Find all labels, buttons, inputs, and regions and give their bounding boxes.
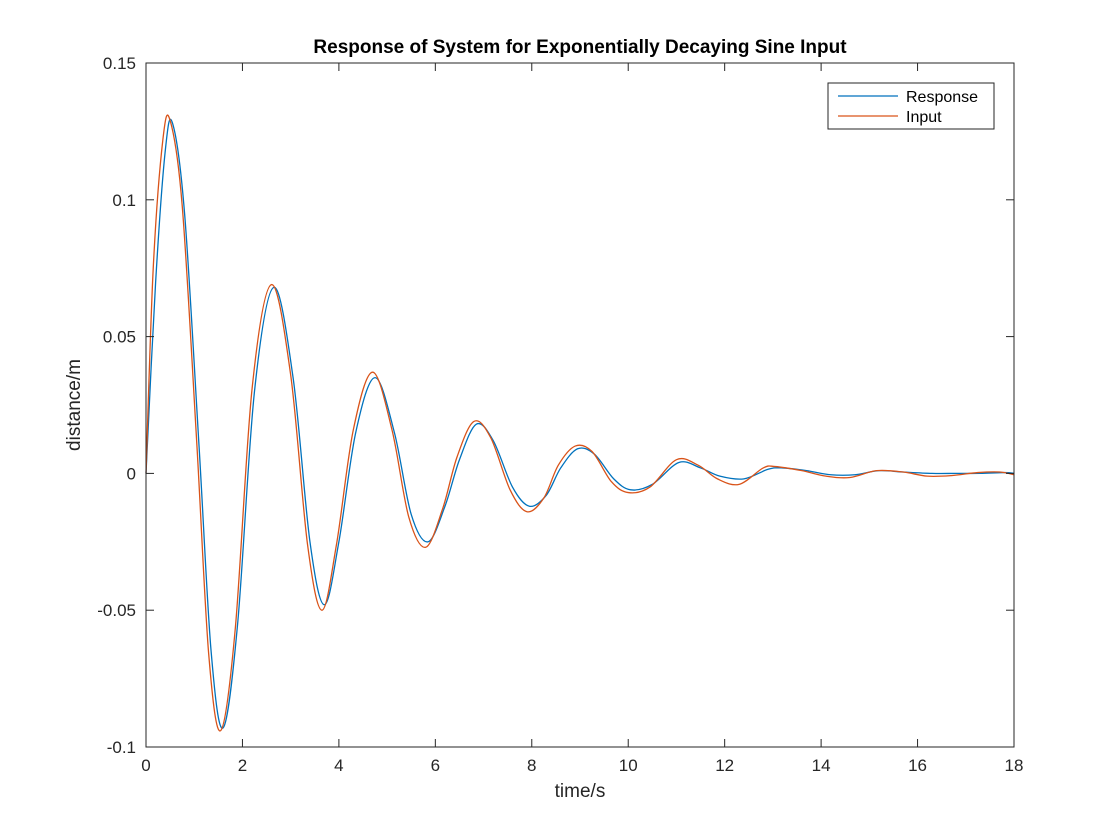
y-tick-label: -0.1: [107, 738, 136, 757]
chart-title: Response of System for Exponentially Dec…: [313, 37, 847, 58]
legend-label-response: Response: [906, 89, 978, 106]
legend: Response Input: [827, 82, 995, 130]
x-axis-label: time/s: [555, 781, 606, 802]
series-layer: [145, 114, 1015, 732]
x-tick-label: 12: [715, 756, 734, 775]
x-tick-label: 4: [334, 756, 343, 775]
x-tick-label: 10: [619, 756, 638, 775]
legend-box: [827, 82, 995, 130]
x-tick-label: 16: [908, 756, 927, 775]
y-axis: -0.1 -0.05 0 0.05 0.1 0.15: [97, 54, 1014, 757]
y-tick-label: 0: [127, 464, 136, 483]
legend-label-input: Input: [906, 109, 942, 126]
x-tick-label: 14: [812, 756, 831, 775]
y-tick-label: 0.15: [103, 54, 136, 73]
x-axis: 0 2 4 6 8 10 12 14 16 18: [141, 63, 1023, 775]
x-tick-label: 6: [431, 756, 440, 775]
series-line-input: [145, 114, 1015, 732]
x-tick-label: 0: [141, 756, 150, 775]
y-tick-label: -0.05: [97, 601, 136, 620]
series-line-response: [145, 118, 1015, 729]
x-tick-label: 8: [527, 756, 536, 775]
y-axis-label: distance/m: [64, 359, 85, 451]
plot-frame: [145, 62, 1015, 748]
x-tick-label: 18: [1005, 756, 1024, 775]
y-tick-label: 0.05: [103, 328, 136, 347]
x-tick-label: 2: [238, 756, 247, 775]
plot-area: [146, 63, 1014, 747]
y-tick-label: 0.1: [112, 191, 136, 210]
